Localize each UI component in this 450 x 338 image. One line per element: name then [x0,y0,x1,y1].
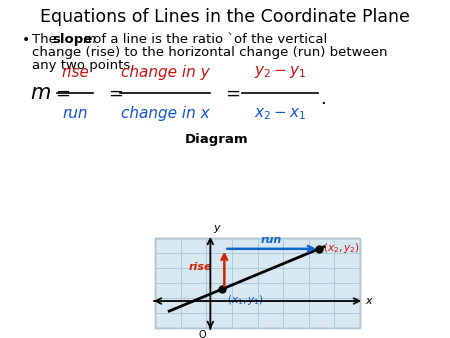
Text: $=$: $=$ [105,84,124,102]
Text: change (rise) to the horizontal change (run) between: change (rise) to the horizontal change (… [32,46,387,59]
Text: slope: slope [52,33,92,46]
Text: $(x_2, y_2)$: $(x_2, y_2)$ [323,241,360,255]
Text: y: y [213,223,220,233]
Text: change in x: change in x [121,106,209,121]
Text: $x_2 - x_1$: $x_2 - x_1$ [254,106,306,122]
Text: Diagram: Diagram [185,133,248,146]
Text: •: • [22,33,30,47]
Bar [155,238,360,328]
Text: The: The [32,33,61,46]
Text: rise: rise [189,262,212,272]
Text: $y_2 - y_1$: $y_2 - y_1$ [254,64,306,80]
Text: $m$: $m$ [30,83,51,103]
Text: $=$: $=$ [222,84,241,102]
Text: $=$: $=$ [52,84,71,102]
Text: change in y: change in y [121,65,209,80]
Text: run: run [62,106,88,121]
Text: $(x_1, y_1)$: $(x_1, y_1)$ [227,293,264,307]
Text: rise: rise [61,65,89,80]
Text: any two points.: any two points. [32,59,135,72]
Text: of a line is the ratio `of the vertical: of a line is the ratio `of the vertical [89,33,327,46]
Text: x: x [365,296,372,306]
Text: .: . [320,90,326,108]
Text: run: run [261,235,282,245]
Text: O: O [199,330,207,338]
Text: m: m [79,33,96,46]
Text: Equations of Lines in the Coordinate Plane: Equations of Lines in the Coordinate Pla… [40,8,410,26]
